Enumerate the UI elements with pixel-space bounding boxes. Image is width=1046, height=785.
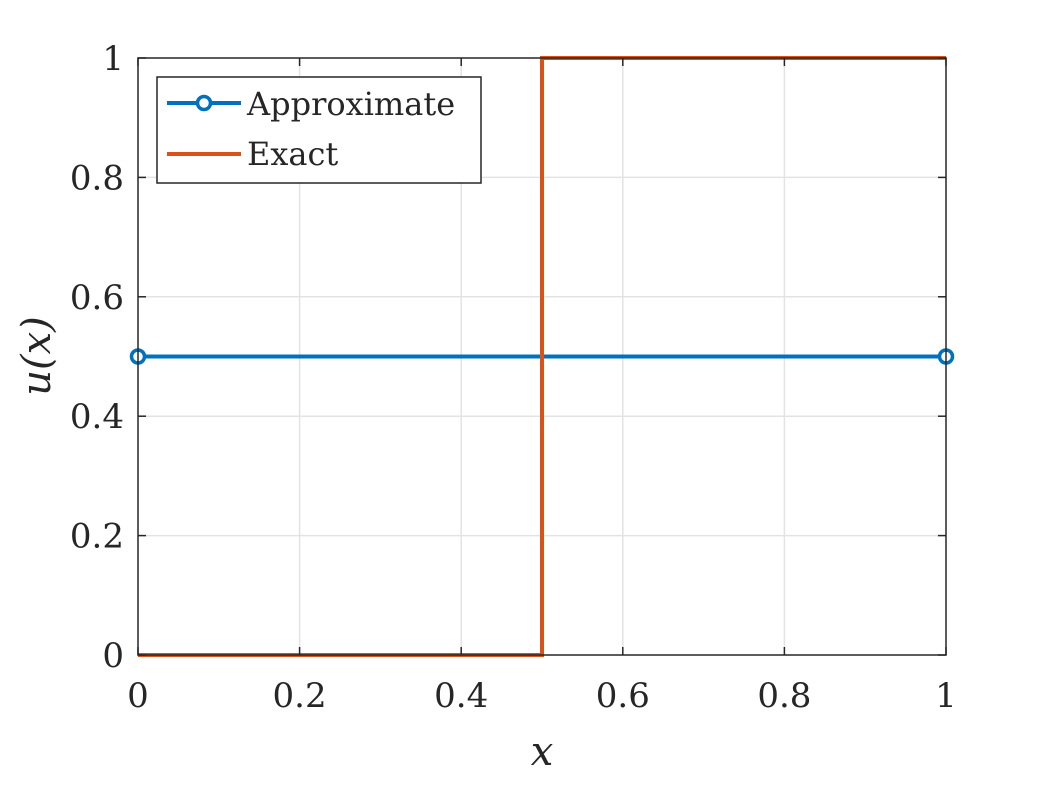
plot-frame [137,57,947,656]
legend-label-exact: Exact [247,135,338,173]
x-tick-label: 0.2 [273,676,327,716]
legend: Approximate Exact [156,76,482,184]
x-tick-label: 0 [127,676,149,716]
legend-box [156,76,482,184]
legend-approximate-marker [195,94,213,112]
y-tick-label: 0.2 [70,517,124,557]
x-tick-label: 0.6 [596,676,650,716]
x-tick-label: 1 [935,676,957,716]
y-tick-label: 0 [102,636,124,676]
y-tick-label: 0.6 [70,278,124,318]
x-tick-label: 0.8 [757,676,811,716]
y-tick-label: 0.8 [70,158,124,198]
x-tick-label: 0.4 [434,676,488,716]
y-axis-label: u(x) [14,316,60,396]
axis-ticks: 0 0.2 0.4 0.6 0.8 1 0 0.2 0.4 0.6 0.8 1 [70,39,957,716]
y-tick-label: 1 [102,39,124,79]
legend-label-approximate: Approximate [246,85,455,123]
x-axis-label: x [531,729,554,775]
y-tick-label: 0.4 [70,397,124,437]
